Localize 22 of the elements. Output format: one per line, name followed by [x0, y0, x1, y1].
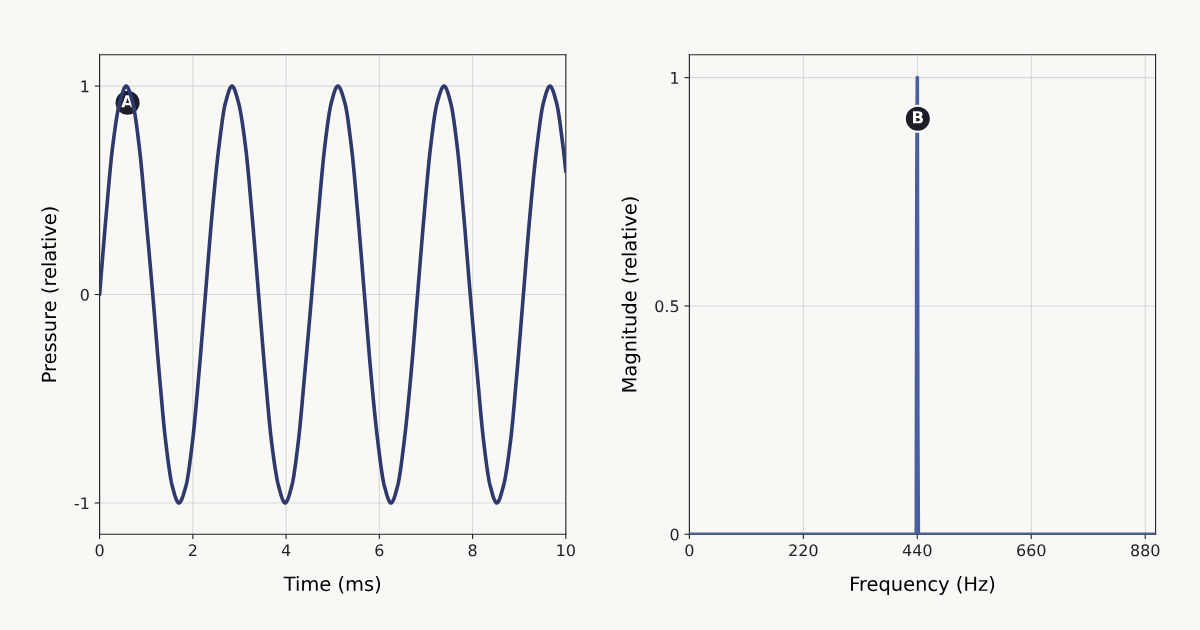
y-axis-title: Pressure (relative)	[41, 207, 59, 382]
x-tick-label: 220	[789, 544, 818, 557]
y-tick-label: 1	[81, 80, 89, 93]
x-tick-label: 440	[902, 544, 932, 557]
x-tick-label: 660	[1017, 544, 1046, 557]
x-tick-label: 0	[685, 544, 694, 557]
y-axis-title: Magnitude (relative)	[621, 197, 641, 392]
x-tick-label: 4	[281, 544, 291, 557]
y-tick-label: 0.5	[655, 300, 679, 313]
y-tick-label: -1	[74, 497, 89, 510]
x-tick-label: 6	[375, 544, 384, 557]
x-tick-label: 8	[468, 544, 477, 557]
x-tick-label: 10	[557, 544, 575, 557]
y-tick-label: 0	[80, 288, 89, 301]
y-tick-label: 0	[670, 528, 679, 541]
x-tick-label: 0	[95, 544, 104, 557]
annotation: B	[913, 111, 923, 124]
x-tick-label: 2	[188, 544, 197, 557]
x-axis-title: Frequency (Hz)	[851, 576, 995, 595]
x-axis-title: Time (ms)	[283, 576, 381, 594]
y-tick-label: 1	[671, 72, 679, 84]
x-tick-label: 880	[1131, 544, 1160, 557]
